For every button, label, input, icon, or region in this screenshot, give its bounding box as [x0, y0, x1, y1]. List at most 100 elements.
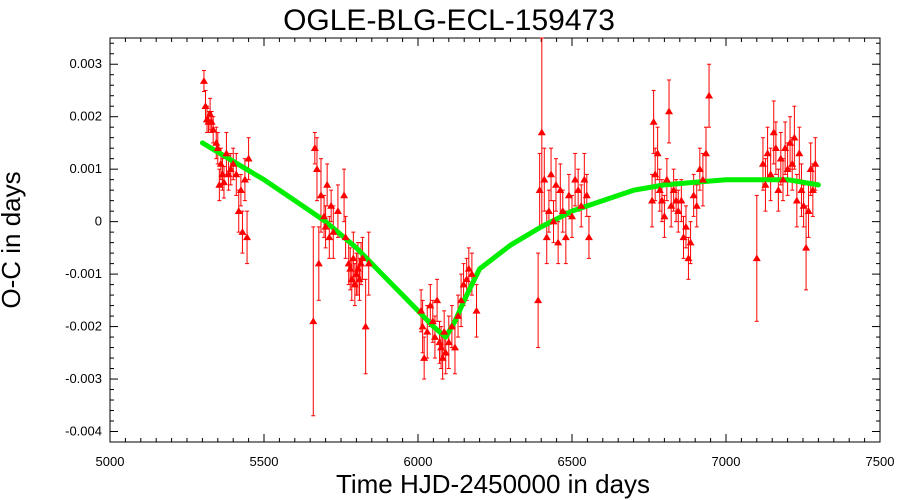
data-point-marker	[352, 270, 361, 277]
data-point-marker	[679, 233, 688, 241]
data-point-marker	[426, 301, 435, 309]
data-point-marker	[340, 191, 349, 199]
data-point-marker	[677, 196, 686, 204]
data-point-marker	[799, 201, 808, 209]
data-point-marker	[417, 306, 426, 314]
data-point-marker	[795, 149, 804, 157]
data-point-marker	[556, 186, 565, 193]
y-tick-label: -0.001	[65, 266, 102, 281]
data-point-marker	[698, 175, 707, 183]
data-point-marker	[222, 149, 231, 157]
data-point-marker	[420, 354, 429, 361]
data-point-marker	[792, 196, 801, 204]
data-point-marker	[323, 180, 332, 188]
fit-curve-group	[199, 140, 821, 340]
data-point-marker	[804, 207, 813, 214]
data-point-marker	[568, 212, 576, 220]
data-point-marker	[346, 264, 355, 272]
data-point-marker	[423, 327, 432, 335]
data-point-marker	[229, 159, 238, 167]
data-point-marker	[542, 233, 551, 241]
data-point-marker	[462, 275, 471, 283]
data-point-marker	[766, 170, 775, 178]
data-point-marker	[212, 138, 221, 146]
chart-title: OGLE-BLG-ECL-159473	[283, 4, 615, 37]
data-point-marker	[674, 207, 683, 214]
data-point-marker	[758, 159, 767, 167]
data-point-marker	[681, 222, 690, 230]
data-point-marker	[457, 296, 466, 304]
data-point-marker	[537, 128, 546, 136]
data-point-marker	[551, 180, 560, 188]
data-point-marker	[653, 149, 662, 157]
data-point-marker	[438, 354, 447, 361]
data-point-marker	[472, 306, 481, 314]
data-point-marker	[238, 228, 247, 235]
data-point-marker	[219, 178, 228, 186]
data-point-marker	[213, 144, 222, 151]
data-point-marker	[218, 170, 227, 178]
data-point-marker	[705, 91, 714, 99]
data-point-marker	[435, 338, 444, 346]
data-point-marker	[244, 154, 253, 162]
data-point-marker	[692, 201, 701, 209]
data-point-marker	[310, 144, 319, 151]
data-point-marker	[325, 233, 334, 241]
data-point-marker	[540, 175, 549, 183]
data-points	[199, 77, 820, 361]
data-point-marker	[364, 259, 373, 267]
data-point-marker	[341, 233, 350, 241]
data-point-marker	[580, 175, 589, 183]
y-tick-label: 0.002	[69, 109, 102, 124]
data-point-marker	[547, 170, 556, 178]
data-point-marker	[669, 186, 678, 193]
data-point-marker	[209, 125, 218, 133]
data-point-marker	[347, 275, 356, 283]
data-point-marker	[786, 138, 795, 146]
data-point-marker	[564, 191, 573, 199]
data-point-marker	[234, 207, 243, 214]
data-point-marker	[320, 212, 329, 220]
data-point-marker	[776, 154, 785, 162]
data-point-marker	[321, 222, 330, 230]
axis-ticks	[109, 38, 881, 443]
data-point-marker	[349, 254, 358, 262]
data-point-marker	[344, 259, 353, 267]
data-point-marker	[689, 191, 698, 199]
data-point-marker	[802, 243, 811, 251]
data-point-marker	[464, 264, 473, 272]
x-tick-label: 6000	[404, 454, 433, 469]
data-point-marker	[467, 270, 476, 277]
data-point-marker	[216, 159, 225, 167]
data-point-marker	[582, 191, 591, 199]
data-point-marker	[657, 196, 666, 204]
data-point-marker	[450, 343, 459, 351]
data-point-marker	[454, 312, 463, 319]
data-point-marker	[459, 280, 468, 288]
data-point-marker	[534, 296, 543, 304]
data-point-marker	[358, 254, 367, 262]
data-point-marker	[662, 175, 671, 183]
data-point-marker	[357, 259, 366, 267]
data-point-marker	[574, 186, 583, 193]
x-tick-label: 5000	[96, 454, 125, 469]
y-tick-label: -0.003	[65, 371, 102, 386]
data-point-marker	[558, 207, 567, 214]
data-point-marker	[790, 133, 799, 141]
x-tick-label: 5500	[250, 454, 279, 469]
data-point-marker	[316, 191, 325, 199]
data-point-marker	[544, 207, 553, 214]
data-point-marker	[806, 165, 815, 172]
data-point-marker	[571, 175, 580, 183]
data-point-marker	[701, 149, 710, 157]
data-point-marker	[655, 186, 664, 193]
data-point-marker	[771, 144, 780, 151]
data-point-marker	[781, 144, 790, 151]
error-bars	[201, 37, 818, 417]
y-tick-label: 0.003	[69, 56, 102, 71]
data-point-marker	[660, 212, 669, 220]
y-tick-label: 0	[95, 214, 102, 229]
data-point-marker	[333, 207, 342, 214]
x-axis-label: Time HJD-2450000 in days	[336, 469, 650, 499]
data-point-marker	[312, 165, 321, 172]
